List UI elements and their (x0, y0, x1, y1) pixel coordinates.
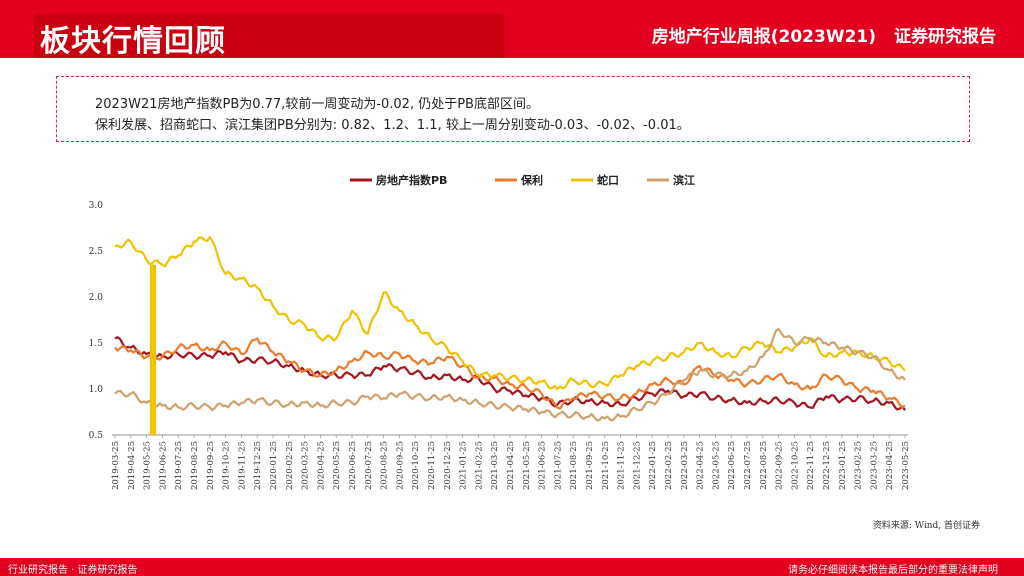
legend-label: 房地产指数PB (376, 173, 447, 187)
x-tick-label: 2022-05-25 (711, 441, 721, 490)
x-tick-label: 2022-11-25 (806, 441, 816, 490)
x-tick-label: 2020-02-25 (285, 441, 295, 490)
report-type: 证券研究报告 (894, 27, 996, 47)
pb-line-chart: 0.5 1.0 1.5 2.0 2.5 3.0 2019-03-25 2019-04-25 20… (89, 173, 911, 490)
x-tick-label: 2019-06-25 (158, 441, 168, 490)
x-tick-label: 2020-12-25 (443, 441, 453, 490)
header-bar: 板块行情回顾 房地产行业周报(2023W21) 证券研究报告 (0, 0, 1024, 59)
x-tick-label: 2019-08-25 (190, 441, 200, 490)
x-tick-label: 2020-05-25 (332, 441, 342, 490)
section-title: 板块行情回顾 (40, 24, 226, 59)
x-tick-label: 2022-12-25 (822, 441, 832, 490)
x-tick-label: 2019-07-25 (174, 441, 184, 490)
x-tick-label: 2022-07-25 (743, 441, 753, 490)
x-tick-label: 2021-03-25 (490, 441, 500, 490)
x-tick-label: 2023-05-25 (901, 441, 911, 490)
report-name: 房地产行业周报(2023W21) (651, 27, 876, 47)
legend-label: 保利 (520, 173, 543, 187)
x-tick-label: 2020-09-25 (395, 441, 405, 490)
x-tick-label: 2021-05-25 (522, 441, 532, 490)
x-tick-label: 2020-03-25 (301, 441, 311, 490)
section-title-block (34, 14, 504, 58)
x-tick-label: 2019-12-25 (253, 441, 263, 490)
y-tick-label: 2.5 (89, 247, 104, 257)
x-tick-label: 2021-09-25 (585, 441, 595, 490)
footer-left-text: 行业研究报告 · 证券研究报告 (8, 565, 138, 576)
y-tick-label: 3.0 (89, 201, 104, 211)
x-tick-label: 2021-06-25 (538, 441, 548, 490)
x-tick-label: 2023-02-25 (854, 441, 864, 490)
y-tick-label: 2.0 (89, 293, 104, 303)
x-tick-label: 2023-03-25 (869, 441, 879, 490)
x-tick-label: 2021-10-25 (601, 441, 611, 490)
x-tick-label: 2022-01-25 (648, 441, 658, 490)
x-tick-label: 2022-04-25 (696, 441, 706, 490)
x-tick-label: 2021-01-25 (459, 441, 469, 490)
source-note: 资料来源: Wind, 首创证券 (872, 521, 980, 531)
x-tick-label: 2019-11-25 (237, 441, 247, 490)
x-tick-label: 2022-02-25 (664, 441, 674, 490)
x-tick-label: 2021-12-25 (632, 441, 642, 490)
x-tick-label: 2019-05-25 (143, 441, 153, 490)
legend-label: 蛇口 (597, 173, 619, 187)
summary-line-2: 保利发展、招商蛇口、滨江集团PB分别为: 0.82、1.2、1.1, 较上一周分… (95, 118, 690, 133)
series-line-4 (114, 328, 906, 422)
x-tick-label: 2020-04-25 (316, 441, 326, 490)
x-tick-label: 2021-11-25 (617, 441, 627, 490)
x-tick-label: 2021-07-25 (553, 441, 563, 490)
footer-disclaimer: 请务必仔细阅读本报告最后部分的重要法律声明 (788, 565, 998, 576)
x-tick-label: 2022-10-25 (790, 441, 800, 490)
series-line-2 (114, 337, 906, 410)
y-tick-label: 1.0 (89, 385, 104, 395)
x-tick-label: 2021-04-25 (506, 441, 516, 490)
x-tick-label: 2019-09-25 (206, 441, 216, 490)
x-tick-label: 2020-07-25 (364, 441, 374, 490)
y-tick-label: 0.5 (89, 431, 104, 441)
summary-line-1: 2023W21房地产指数PB为0.77,较前一周变动为-0.02, 仍处于PB底… (95, 97, 539, 112)
series-line-3 (114, 236, 906, 391)
x-tick-label: 2022-08-25 (759, 441, 769, 490)
legend-label: 滨江 (673, 173, 695, 187)
x-tick-label: 2020-08-25 (380, 441, 390, 490)
x-tick-label: 2019-10-25 (222, 441, 232, 490)
x-tick-label: 2023-04-25 (885, 441, 895, 490)
x-tick-label: 2021-02-25 (474, 441, 484, 490)
x-tick-label: 2020-06-25 (348, 441, 358, 490)
y-tick-label: 1.5 (89, 339, 104, 349)
footer-bar: 行业研究报告 · 证券研究报告 请务必仔细阅读本报告最后部分的重要法律声明 (0, 558, 1024, 576)
report-title: 房地产行业周报(2023W21) 证券研究报告 (634, 22, 996, 47)
x-tick-label: 2021-08-25 (569, 441, 579, 490)
x-tick-label: 2020-01-25 (269, 441, 279, 490)
x-tick-label: 2022-09-25 (775, 441, 785, 490)
series-line-1 (114, 336, 906, 411)
x-tick-label: 2022-06-25 (727, 441, 737, 490)
x-tick-label: 2023-01-25 (838, 441, 848, 490)
x-tick-label: 2020-10-25 (411, 441, 421, 490)
x-tick-label: 2019-03-25 (111, 441, 121, 490)
summary-box: 2023W21房地产指数PB为0.77,较前一周变动为-0.02, 仍处于PB底… (56, 76, 970, 142)
x-tick-label: 2020-11-25 (427, 441, 437, 490)
x-tick-label: 2019-04-25 (127, 441, 137, 490)
x-tick-label: 2022-03-25 (680, 441, 690, 490)
